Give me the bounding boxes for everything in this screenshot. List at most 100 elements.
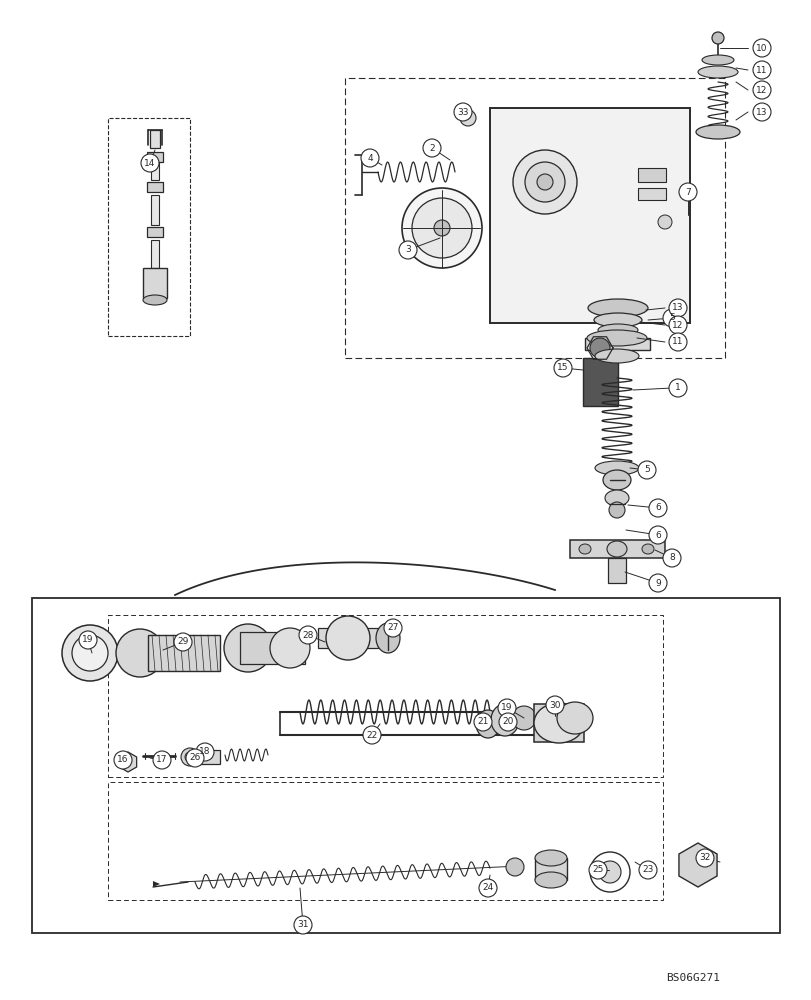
Ellipse shape: [594, 313, 642, 327]
Circle shape: [384, 619, 401, 637]
Text: 12: 12: [672, 320, 683, 330]
Ellipse shape: [536, 174, 552, 190]
Ellipse shape: [270, 628, 310, 668]
Text: 4: 4: [367, 154, 372, 163]
Bar: [151, 195, 159, 225]
Ellipse shape: [607, 541, 626, 557]
Ellipse shape: [505, 858, 523, 876]
Circle shape: [678, 183, 696, 201]
Bar: [534, 858, 566, 880]
Ellipse shape: [608, 502, 624, 518]
Ellipse shape: [475, 710, 500, 738]
Circle shape: [174, 633, 191, 651]
Circle shape: [545, 696, 564, 714]
Circle shape: [497, 699, 515, 717]
Text: 8: 8: [668, 554, 674, 562]
Bar: [637, 168, 665, 182]
Bar: [569, 540, 664, 558]
Circle shape: [663, 309, 680, 327]
Circle shape: [695, 849, 713, 867]
Circle shape: [752, 81, 770, 99]
Text: 24: 24: [482, 884, 493, 892]
Ellipse shape: [375, 623, 400, 653]
Text: 27: 27: [387, 624, 398, 632]
Ellipse shape: [578, 544, 590, 554]
Text: 32: 32: [698, 853, 710, 862]
Bar: [489, 108, 689, 323]
Circle shape: [648, 574, 666, 592]
Ellipse shape: [460, 110, 475, 126]
Circle shape: [298, 626, 316, 644]
Ellipse shape: [603, 470, 630, 490]
Text: 11: 11: [672, 338, 683, 347]
Circle shape: [186, 749, 204, 767]
Circle shape: [141, 154, 159, 172]
Ellipse shape: [512, 706, 535, 730]
Circle shape: [79, 631, 97, 649]
Polygon shape: [678, 843, 716, 887]
Bar: [108, 782, 663, 900]
Ellipse shape: [325, 616, 370, 660]
Text: 7: 7: [684, 188, 690, 197]
Text: 16: 16: [117, 756, 129, 764]
Ellipse shape: [604, 490, 629, 506]
Bar: [147, 227, 163, 237]
Bar: [32, 598, 779, 933]
Text: 33: 33: [457, 108, 468, 117]
Ellipse shape: [513, 150, 577, 214]
Ellipse shape: [181, 748, 199, 766]
Ellipse shape: [433, 220, 449, 236]
Ellipse shape: [697, 66, 737, 78]
Ellipse shape: [401, 188, 482, 268]
Bar: [151, 240, 159, 268]
Polygon shape: [119, 752, 136, 772]
Text: 5: 5: [643, 466, 649, 475]
Ellipse shape: [594, 349, 638, 363]
Circle shape: [648, 526, 666, 544]
Text: 20: 20: [502, 717, 513, 726]
Bar: [318, 628, 378, 648]
Bar: [582, 358, 617, 406]
Bar: [345, 78, 724, 358]
Bar: [607, 558, 625, 583]
Text: 21: 21: [477, 717, 488, 726]
Text: 14: 14: [144, 159, 156, 168]
Bar: [637, 188, 665, 200]
Text: 13: 13: [672, 304, 683, 312]
Bar: [143, 268, 167, 298]
Text: 28: 28: [302, 630, 313, 640]
Circle shape: [752, 61, 770, 79]
Ellipse shape: [525, 162, 564, 202]
Circle shape: [752, 39, 770, 57]
Circle shape: [363, 726, 380, 744]
Circle shape: [195, 743, 214, 761]
Circle shape: [478, 879, 496, 897]
Text: 30: 30: [548, 700, 560, 710]
Circle shape: [474, 713, 491, 731]
Bar: [150, 130, 160, 148]
Ellipse shape: [224, 624, 272, 672]
Text: BS06G271: BS06G271: [665, 973, 719, 983]
Text: 12: 12: [755, 86, 766, 95]
Ellipse shape: [586, 330, 646, 346]
Ellipse shape: [534, 703, 583, 743]
Text: 25: 25: [591, 865, 603, 874]
Ellipse shape: [122, 756, 134, 768]
Ellipse shape: [599, 861, 620, 883]
Text: 19: 19: [500, 704, 512, 712]
Ellipse shape: [597, 324, 637, 336]
Circle shape: [152, 751, 171, 769]
Ellipse shape: [534, 850, 566, 866]
Ellipse shape: [685, 853, 709, 877]
Ellipse shape: [711, 32, 723, 44]
Ellipse shape: [411, 198, 471, 258]
Polygon shape: [152, 881, 160, 887]
Bar: [108, 118, 190, 336]
Bar: [148, 635, 220, 671]
Circle shape: [553, 359, 571, 377]
Ellipse shape: [116, 629, 164, 677]
Ellipse shape: [62, 625, 118, 681]
Text: 17: 17: [156, 756, 168, 764]
Circle shape: [637, 461, 655, 479]
Text: 23: 23: [642, 865, 653, 874]
